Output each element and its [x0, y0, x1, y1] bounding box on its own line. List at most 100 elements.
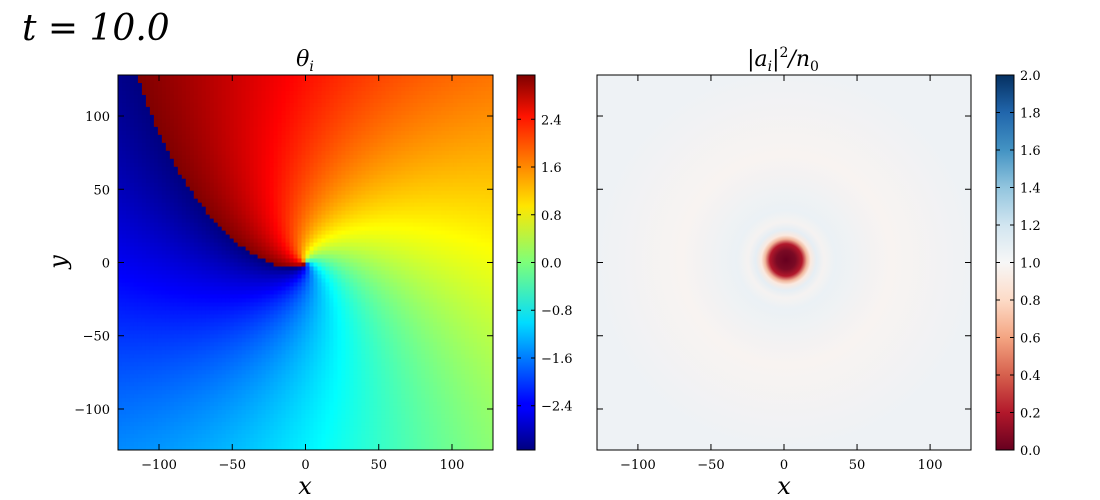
phase-pixel — [125, 422, 131, 427]
phase-pixel — [145, 394, 151, 399]
phase-pixel — [317, 222, 323, 228]
phase-pixel — [189, 410, 195, 415]
phase-pixel — [125, 78, 131, 84]
phase-pixel — [245, 430, 251, 435]
phase-pixel — [289, 206, 295, 212]
phase-pixel — [185, 166, 191, 172]
phase-pixel — [209, 342, 215, 347]
phase-pixel — [137, 214, 143, 220]
phase-pixel — [177, 150, 183, 156]
phase-pixel — [305, 206, 311, 212]
phase-pixel — [181, 278, 187, 284]
phase-pixel — [189, 298, 195, 303]
phase-pixel — [277, 378, 283, 383]
phase-pixel — [285, 218, 291, 224]
phase-pixel — [177, 102, 183, 108]
phase-pixel — [181, 414, 187, 419]
phase-pixel — [285, 158, 291, 164]
phase-pixel — [173, 230, 179, 236]
phase-pixel — [129, 370, 135, 375]
phase-pixel — [301, 414, 307, 419]
phase-pixel — [321, 294, 327, 299]
phase-pixel — [129, 374, 135, 379]
phase-pixel — [229, 270, 235, 276]
phase-pixel — [129, 426, 135, 431]
phase-pixel — [161, 414, 167, 419]
phase-pixel — [225, 234, 231, 240]
phase-pixel — [121, 426, 127, 431]
phase-pixel — [149, 174, 155, 180]
phase-pixel — [149, 102, 155, 108]
phase-pixel — [313, 154, 319, 160]
phase-pixel — [229, 206, 235, 212]
phase-pixel — [173, 266, 179, 272]
phase-pixel — [149, 378, 155, 383]
phase-pixel — [169, 318, 175, 323]
phase-pixel — [118, 114, 123, 120]
phase-pixel — [317, 214, 323, 220]
phase-pixel — [241, 170, 247, 176]
phase-pixel — [129, 430, 135, 435]
phase-pixel — [321, 86, 327, 92]
phase-pixel — [265, 102, 271, 108]
phase-pixel — [197, 190, 203, 196]
phase-pixel — [253, 162, 259, 168]
phase-pixel — [325, 266, 331, 272]
phase-pixel — [321, 398, 327, 403]
phase-pixel — [321, 314, 327, 319]
phase-pixel — [297, 314, 303, 319]
phase-pixel — [285, 310, 291, 315]
phase-pixel — [181, 266, 187, 272]
phase-pixel — [118, 142, 123, 148]
phase-pixel — [317, 146, 323, 152]
phase-pixel — [281, 254, 287, 260]
phase-pixel — [221, 434, 227, 439]
phase-pixel — [221, 202, 227, 208]
phase-pixel — [237, 246, 243, 252]
phase-pixel — [265, 226, 271, 232]
phase-pixel — [289, 438, 295, 443]
phase-pixel — [265, 402, 271, 407]
phase-pixel — [265, 166, 271, 172]
phase-pixel — [185, 278, 191, 284]
phase-pixel — [197, 414, 203, 419]
phase-pixel — [181, 318, 187, 323]
phase-pixel — [181, 182, 187, 188]
phase-pixel — [233, 394, 239, 399]
phase-pixel — [297, 90, 303, 96]
phase-pixel — [177, 290, 183, 296]
phase-pixel — [281, 138, 287, 144]
phase-pixel — [177, 278, 183, 284]
phase-pixel — [161, 362, 167, 367]
phase-pixel — [205, 410, 211, 415]
phase-pixel — [169, 118, 175, 124]
phase-pixel — [285, 410, 291, 415]
phase-pixel — [121, 262, 127, 268]
phase-pixel — [281, 266, 287, 272]
phase-pixel — [221, 446, 227, 450]
phase-pixel — [305, 182, 311, 188]
phase-pixel — [221, 286, 227, 292]
phase-pixel — [229, 350, 235, 355]
phase-pixel — [125, 350, 131, 355]
phase-pixel — [293, 358, 299, 363]
phase-pixel — [245, 386, 251, 391]
phase-pixel — [205, 126, 211, 132]
phase-pixel — [297, 134, 303, 140]
phase-pixel — [201, 182, 207, 188]
phase-pixel — [233, 134, 239, 140]
phase-pixel — [301, 110, 307, 116]
phase-pixel — [153, 138, 159, 144]
phase-pixel — [118, 374, 123, 379]
phase-pixel — [261, 158, 267, 164]
phase-pixel — [321, 214, 327, 220]
phase-pixel — [309, 114, 315, 120]
phase-pixel — [157, 394, 163, 399]
phase-pixel — [241, 114, 247, 120]
phase-pixel — [289, 178, 295, 184]
phase-pixel — [297, 150, 303, 156]
phase-pixel — [161, 242, 167, 248]
phase-pixel — [273, 110, 279, 116]
phase-pixel — [181, 142, 187, 148]
phase-pixel — [285, 358, 291, 363]
